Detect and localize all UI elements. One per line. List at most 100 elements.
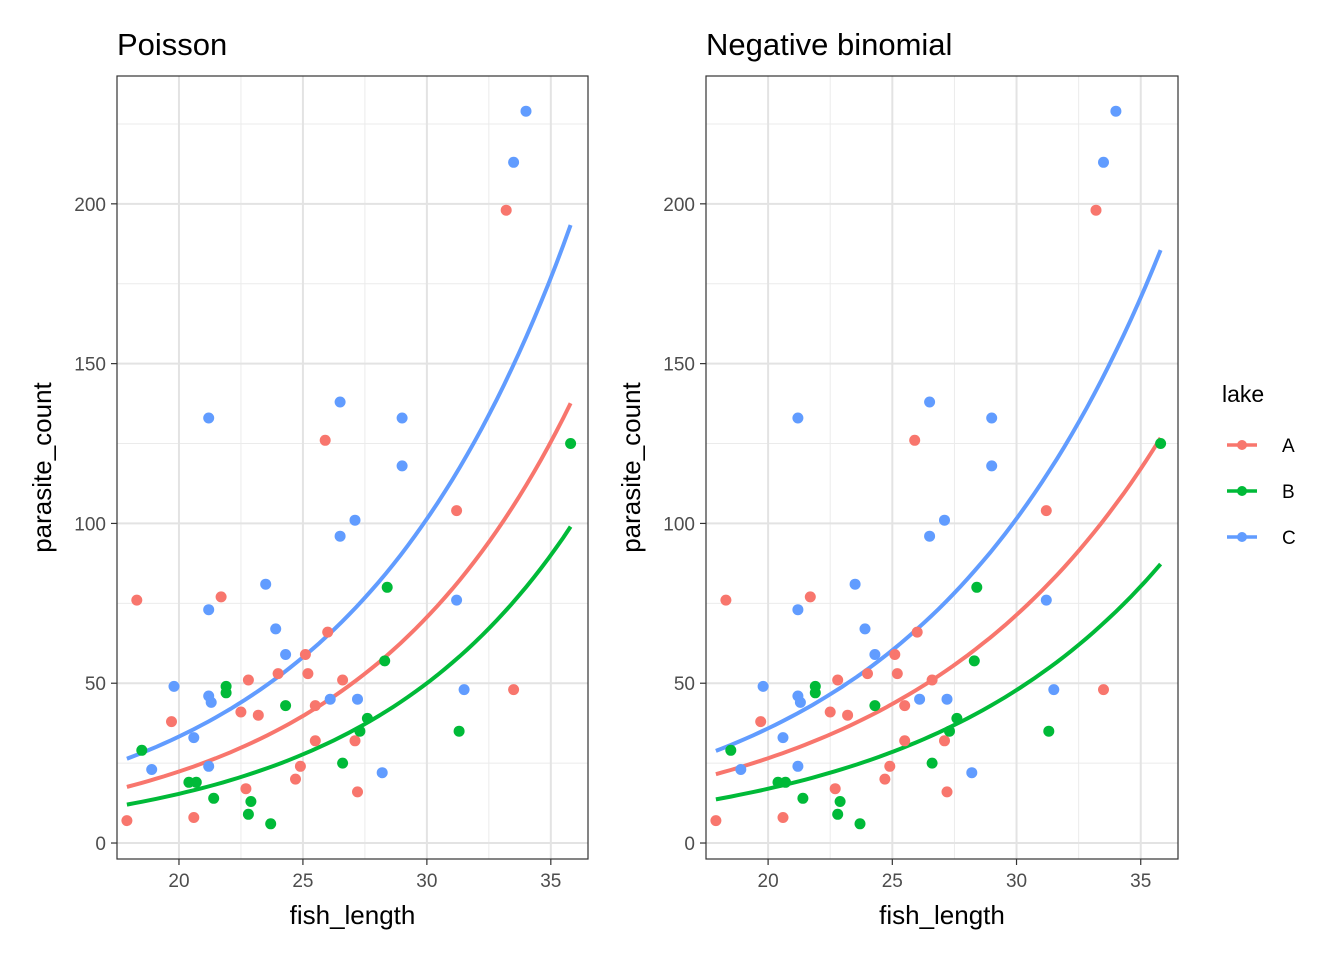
data-point-c: [792, 412, 804, 424]
data-point-b: [208, 792, 220, 804]
data-point-c: [1048, 684, 1060, 696]
data-point-c: [869, 649, 881, 660]
legend-entry-a: A: [1227, 436, 1295, 457]
data-point-a: [349, 735, 361, 747]
data-point-c: [941, 693, 953, 705]
data-point-b: [361, 712, 373, 724]
y-tick-label: 50: [674, 674, 695, 695]
legend: lake A B C: [1222, 381, 1296, 549]
data-point-a: [862, 668, 873, 680]
y-tick-label: 150: [663, 355, 695, 376]
data-point-a: [891, 668, 903, 680]
data-point-b: [190, 776, 202, 788]
y-tick-label: 0: [95, 834, 106, 855]
x-axis-ticks: 20 25 30 35: [168, 859, 561, 892]
legend-title: lake: [1222, 381, 1264, 407]
data-point-c: [986, 460, 998, 472]
data-point-a: [322, 626, 334, 638]
data-point-c: [349, 514, 361, 526]
data-point-b: [220, 680, 232, 692]
grid: [705, 76, 1178, 859]
data-point-b: [565, 438, 577, 449]
data-point-a: [911, 626, 923, 638]
data-point-c: [735, 764, 747, 775]
data-point-c: [757, 680, 769, 692]
data-point-a: [451, 505, 463, 517]
x-axis-title: fish_length: [879, 900, 1005, 930]
data-point-b: [854, 818, 866, 830]
poisson-panel: Poisson 20 25 30 35 0 50 100 150 200 fish_lengt…: [27, 27, 589, 930]
fit-lines: [126, 224, 573, 807]
y-tick-label: 200: [663, 195, 695, 216]
data-point-b: [245, 796, 257, 807]
y-tick-label: 100: [663, 514, 695, 535]
data-point-a: [710, 815, 722, 827]
data-point-a: [939, 735, 950, 747]
data-point-a: [879, 773, 891, 785]
data-point-a: [215, 591, 227, 603]
data-point-c: [924, 396, 936, 408]
data-point-c: [203, 760, 215, 772]
legend-entry-b: B: [1227, 482, 1295, 503]
data-point-c: [396, 412, 408, 424]
legend-label: C: [1282, 528, 1296, 549]
data-point-b: [136, 744, 148, 756]
data-point-c: [520, 105, 532, 117]
x-tick-label: 25: [882, 871, 903, 892]
data-point-a: [235, 706, 247, 718]
data-point-a: [777, 812, 789, 823]
legend-label: B: [1282, 482, 1295, 503]
y-axis-title: parasite_count: [616, 381, 646, 552]
data-point-a: [824, 706, 836, 718]
data-point-b: [354, 725, 366, 737]
data-points: [710, 105, 1167, 830]
legend-label: A: [1282, 436, 1295, 457]
data-point-c: [280, 649, 292, 660]
data-point-c: [334, 530, 346, 542]
data-point-b: [453, 725, 465, 737]
data-point-c: [352, 693, 363, 705]
data-point-b: [280, 700, 292, 712]
data-point-a: [884, 760, 896, 772]
data-point-c: [924, 530, 936, 542]
x-tick-label: 30: [416, 871, 437, 892]
negative-binomial-panel: Negative binomial 20 25 30 35 050100150200 …: [616, 27, 1179, 930]
legend-key-point: [1237, 486, 1247, 496]
data-point-a: [242, 674, 254, 686]
data-point-a: [1098, 684, 1109, 696]
data-point-b: [780, 776, 791, 788]
data-point-a: [309, 735, 321, 747]
y-tick-label: 100: [74, 514, 106, 535]
x-tick-label: 20: [168, 871, 189, 892]
data-point-c: [203, 412, 215, 424]
data-point-c: [324, 693, 336, 705]
data-point-c: [270, 623, 282, 635]
x-tick-label: 30: [1006, 871, 1027, 892]
panel-border: [116, 75, 589, 860]
data-point-c: [260, 578, 272, 590]
data-point-c: [188, 732, 200, 744]
data-point-b: [1043, 725, 1055, 737]
data-point-b: [971, 581, 983, 593]
data-point-a: [252, 709, 264, 721]
data-point-c: [451, 594, 463, 606]
data-point-a: [302, 668, 314, 680]
data-point-a: [899, 735, 911, 747]
y-tick-label: 50: [85, 674, 106, 695]
data-point-a: [272, 668, 284, 680]
data-point-a: [294, 760, 306, 772]
panel-title: Negative binomial: [706, 27, 952, 62]
data-point-c: [939, 514, 950, 526]
data-point-a: [804, 591, 816, 603]
data-point-b: [725, 744, 737, 756]
data-point-a: [941, 786, 953, 798]
data-point-a: [500, 204, 512, 216]
data-point-b: [869, 700, 881, 712]
data-point-c: [792, 604, 804, 616]
data-point-a: [508, 684, 520, 696]
y-axis-ticks: 0 50 100 150 200: [663, 195, 706, 855]
y-tick-label: 200: [74, 195, 106, 216]
fit-line-b: [126, 525, 573, 807]
data-point-b: [968, 655, 980, 667]
panel-title: Poisson: [117, 27, 227, 62]
